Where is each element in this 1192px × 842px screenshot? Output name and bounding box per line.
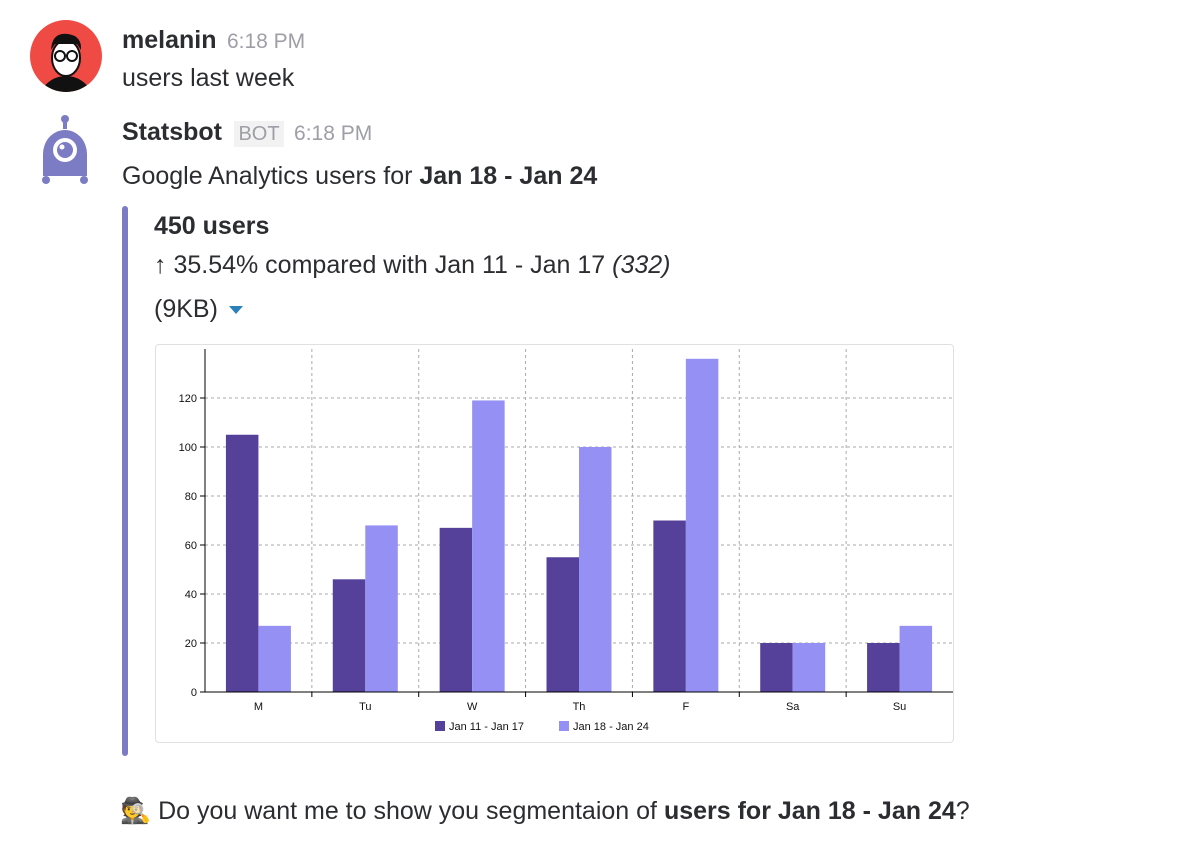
x-tick-label: M [254, 701, 263, 713]
bot-badge: BOT [234, 121, 284, 147]
message-text: users last week [122, 64, 295, 92]
attachment-headline: 450 users [154, 212, 270, 240]
arrow-up-icon: ↑ [154, 251, 167, 279]
avatar-melanin[interactable] [30, 20, 102, 92]
bar-Su-series2 [899, 625, 933, 692]
bar-Tu-series1 [332, 579, 366, 692]
bar-Sa-series1 [760, 643, 793, 692]
y-tick-label: 120 [179, 393, 197, 405]
user-face-icon [40, 33, 92, 92]
x-tick-label: F [682, 701, 689, 713]
legend-label: Jan 18 - Jan 24 [573, 721, 649, 733]
bar-M-series2 [258, 625, 291, 692]
legend-swatch [435, 721, 445, 731]
chart-container: 0 20 40 60 80 100 120 M Tu W Th F Sa Su Jan 11 - Jan 1… [155, 344, 954, 743]
bar-F-series2 [685, 358, 719, 692]
timestamp[interactable]: 6:18 PM [294, 122, 373, 145]
x-tick-label: Sa [786, 701, 800, 713]
bar-Tu-series2 [365, 525, 398, 692]
bar-Su-series1 [867, 643, 900, 692]
bar-M-series1 [225, 434, 259, 692]
followup-message: 🕵️ Do you want me to show you segmentaio… [120, 797, 970, 825]
y-tick-label: 80 [185, 491, 197, 503]
bar-W-series2 [472, 400, 505, 692]
avatar-statsbot[interactable] [38, 114, 92, 191]
file-size-toggle[interactable]: (9KB) [154, 295, 243, 324]
x-tick-label: W [467, 701, 478, 713]
bar-Th-series2 [579, 447, 612, 692]
y-tick-label: 0 [191, 687, 197, 699]
y-tick-label: 60 [185, 540, 197, 552]
bar-Sa-series2 [792, 643, 826, 692]
comparison-text: ↑ 35.54% compared with Jan 11 - Jan 17 (… [154, 251, 671, 279]
x-tick-label: Tu [359, 701, 371, 713]
bar-Th-series1 [546, 557, 579, 692]
bot-camera-icon [42, 115, 88, 184]
detective-emoji-icon: 🕵️ [120, 797, 152, 825]
author-name[interactable]: Statsbot [122, 118, 222, 146]
x-tick-label: Su [893, 701, 906, 713]
attachment-accent-bar [122, 206, 128, 756]
message-text: Google Analytics users for Jan 18 - Jan … [122, 162, 598, 190]
legend-label: Jan 11 - Jan 17 [449, 721, 524, 733]
legend-swatch [559, 721, 569, 731]
timestamp[interactable]: 6:18 PM [226, 30, 306, 53]
bar-chart: 0 20 40 60 80 100 120 M Tu W Th F Sa Su Jan 11 - Jan 1… [179, 349, 953, 733]
bar-W-series1 [439, 527, 473, 692]
bar-F-series1 [653, 520, 686, 692]
author-name[interactable]: melanin [122, 26, 217, 54]
caret-down-icon[interactable] [228, 306, 243, 315]
y-tick-label: 20 [185, 638, 197, 650]
y-tick-label: 100 [179, 442, 197, 454]
y-tick-label: 40 [185, 589, 197, 601]
x-tick-label: Th [573, 701, 586, 713]
